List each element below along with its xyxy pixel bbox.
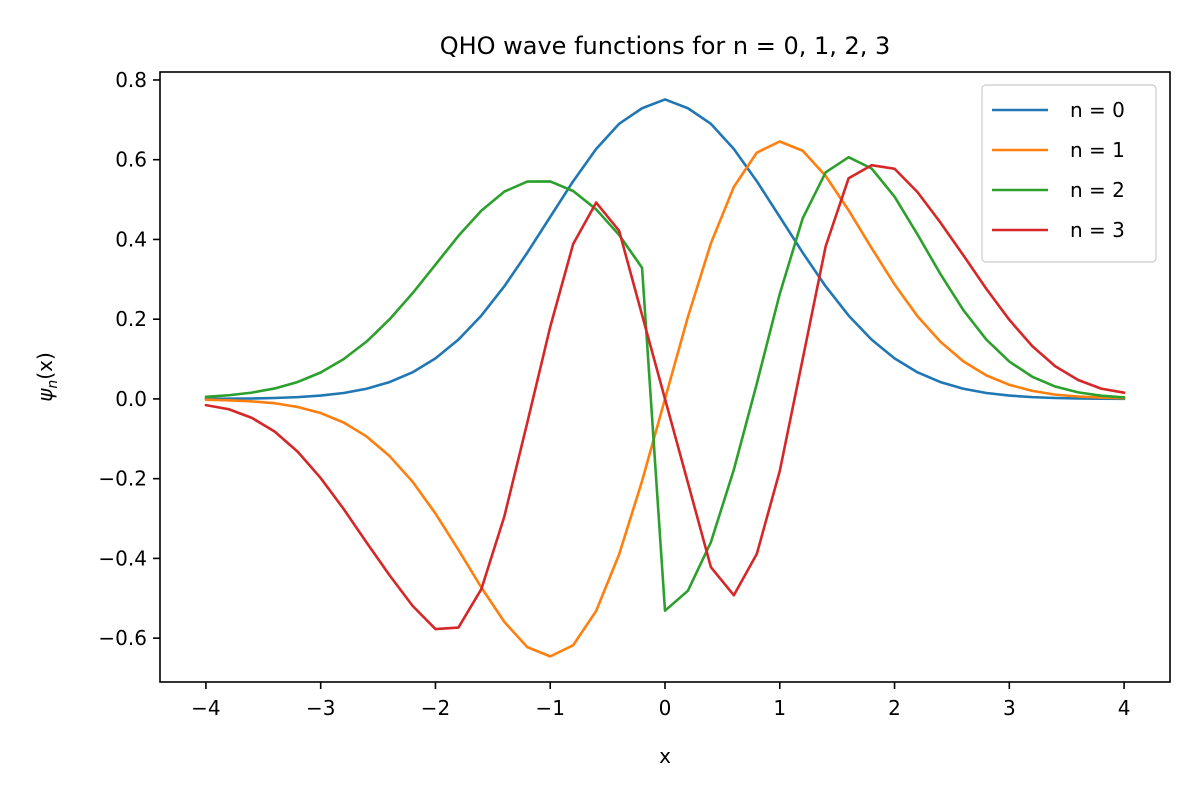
y-axis-label: ψn(x): [33, 352, 61, 402]
legend-label-n0: n = 0: [1070, 98, 1125, 122]
y-tick-label: 0.4: [115, 227, 147, 251]
x-tick-label: 1: [773, 696, 786, 720]
y-axis-label-subscript: n: [45, 380, 61, 389]
legend: n = 0 n = 1 n = 2 n = 3: [981, 84, 1157, 263]
x-tick-label: 2: [888, 696, 901, 720]
y-tick-label: 0.0: [115, 387, 147, 411]
legend-label-n3: n = 3: [1070, 218, 1125, 242]
x-tick-label: 0: [659, 696, 672, 720]
legend-box: [981, 84, 1157, 263]
y-axis: −0.6 −0.4 −0.2 0.0 0.2 0.4 0.6 0.8: [98, 68, 160, 650]
y-tick-label: −0.4: [98, 546, 147, 570]
y-axis-label-base: ψ: [33, 388, 57, 402]
y-tick-label: −0.6: [98, 626, 147, 650]
x-tick-label: −1: [535, 696, 564, 720]
series-lines: [204, 98, 1126, 658]
x-tick-label: 4: [1118, 696, 1131, 720]
y-tick-label: 0.2: [115, 307, 147, 331]
series-line-n2: [204, 155, 1126, 612]
legend-label-n2: n = 2: [1070, 178, 1125, 202]
x-tick-label: −3: [306, 696, 335, 720]
legend-label-n1: n = 1: [1070, 138, 1125, 162]
x-axis: −4 −3 −2 −1 0 1 2 3 4: [191, 682, 1130, 720]
chart-title: QHO wave functions for n = 0, 1, 2, 3: [440, 32, 891, 60]
x-tick-label: −4: [191, 696, 220, 720]
y-axis-label-tail: (x): [33, 352, 57, 379]
series-line-n0: [204, 98, 1126, 401]
x-tick-label: −2: [421, 696, 450, 720]
x-tick-label: 3: [1003, 696, 1016, 720]
y-tick-label: −0.2: [98, 467, 147, 491]
y-tick-label: 0.8: [115, 68, 147, 92]
x-axis-label: x: [659, 744, 671, 768]
y-tick-label: 0.6: [115, 148, 147, 172]
series-line-n3: [204, 163, 1126, 631]
